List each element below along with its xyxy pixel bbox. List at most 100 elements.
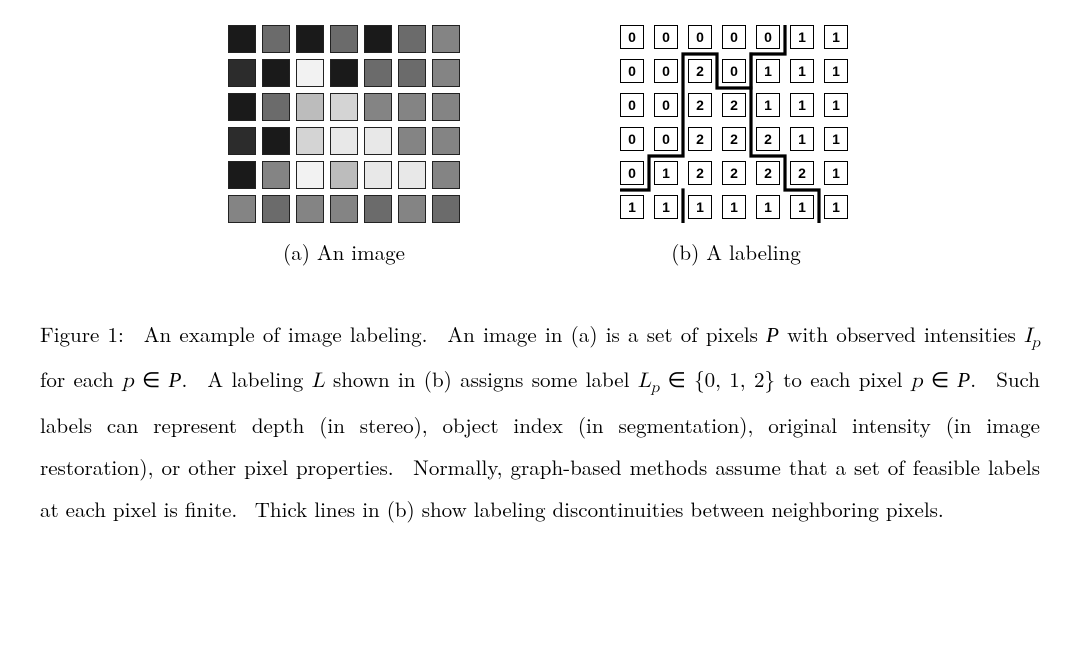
pixel-cell	[330, 127, 358, 155]
label-cell: 0	[654, 127, 678, 151]
panel-a: (a) An image	[228, 25, 460, 267]
label-cell: 1	[756, 195, 780, 219]
pixel-cell	[262, 127, 290, 155]
label-cell: 1	[790, 127, 814, 151]
pixel-cell	[228, 93, 256, 121]
pixel-cell	[432, 161, 460, 189]
pixel-cell	[262, 195, 290, 223]
label-cell: 2	[688, 59, 712, 83]
label-cell: 1	[824, 195, 848, 219]
sym-P: P	[766, 323, 779, 347]
pixel-cell	[296, 127, 324, 155]
label-cell: 0	[654, 59, 678, 83]
label-cell: 0	[620, 25, 644, 49]
pixel-cell	[262, 25, 290, 53]
sym-P2: P	[169, 368, 182, 392]
label-cell: 0	[756, 25, 780, 49]
sym-Lp: Lp	[638, 371, 660, 392]
label-cell: 1	[654, 161, 678, 185]
subcaption-b: (b) A labeling	[671, 237, 801, 267]
pixel-cell	[364, 127, 392, 155]
label-grid: 0000011002011100221110022211012222111111…	[620, 25, 848, 219]
label-cell: 2	[756, 127, 780, 151]
label-cell: 1	[620, 195, 644, 219]
sym-p: p	[122, 371, 134, 392]
label-cell: 1	[790, 93, 814, 117]
pixel-cell	[296, 25, 324, 53]
label-cell: 1	[824, 127, 848, 151]
label-cell: 2	[722, 127, 746, 151]
figure-row: (a) An image 000001100201110022111002221…	[40, 25, 1040, 267]
label-cell: 0	[654, 25, 678, 49]
label-cell: 2	[722, 93, 746, 117]
labeling-wrap: 0000011002011100221110022211012222111111…	[620, 25, 852, 223]
label-cell: 1	[790, 25, 814, 49]
label-cell: 2	[688, 127, 712, 151]
label-cell: 0	[688, 25, 712, 49]
label-cell: 2	[688, 93, 712, 117]
label-cell: 0	[620, 93, 644, 117]
pixel-cell	[296, 195, 324, 223]
label-cell: 1	[824, 25, 848, 49]
pixel-cell	[364, 25, 392, 53]
pixel-cell	[364, 195, 392, 223]
pixel-cell	[398, 161, 426, 189]
label-cell: 2	[756, 161, 780, 185]
label-cell: 2	[688, 161, 712, 185]
pixel-cell	[262, 161, 290, 189]
pixel-cell	[398, 59, 426, 87]
sym-P3: P	[957, 368, 970, 392]
label-cell: 0	[620, 127, 644, 151]
pixel-cell	[398, 195, 426, 223]
pixel-cell	[364, 93, 392, 121]
label-cell: 1	[790, 195, 814, 219]
label-cell: 2	[722, 161, 746, 185]
sym-p2: p	[911, 371, 923, 392]
label-cell: 1	[722, 195, 746, 219]
pixel-cell	[432, 127, 460, 155]
label-cell: 1	[824, 93, 848, 117]
label-cell: 1	[790, 59, 814, 83]
image-grid	[228, 25, 460, 223]
pixel-cell	[330, 195, 358, 223]
pixel-cell	[398, 127, 426, 155]
pixel-cell	[432, 195, 460, 223]
pixel-cell	[228, 161, 256, 189]
label-cell: 1	[756, 59, 780, 83]
pixel-cell	[432, 59, 460, 87]
label-cell: 1	[824, 59, 848, 83]
caption-prefix: Figure 1: An example of image labeling. …	[40, 319, 766, 349]
pixel-cell	[296, 161, 324, 189]
pixel-cell	[296, 59, 324, 87]
figure-caption: Figure 1: An example of image labeling. …	[40, 313, 1040, 530]
label-cell: 1	[688, 195, 712, 219]
sym-L: L	[312, 371, 325, 392]
subcaption-a: (a) An image	[283, 237, 405, 267]
pixel-cell	[364, 161, 392, 189]
panel-b: 0000011002011100221110022211012222111111…	[620, 25, 852, 267]
sym-Ip: Ip	[1024, 326, 1040, 347]
pixel-cell	[296, 93, 324, 121]
pixel-cell	[262, 59, 290, 87]
pixel-cell	[228, 127, 256, 155]
pixel-cell	[398, 25, 426, 53]
pixel-cell	[330, 59, 358, 87]
pixel-cell	[262, 93, 290, 121]
pixel-cell	[364, 59, 392, 87]
pixel-cell	[228, 195, 256, 223]
pixel-cell	[432, 93, 460, 121]
label-cell: 0	[722, 59, 746, 83]
pixel-cell	[228, 59, 256, 87]
pixel-cell	[330, 25, 358, 53]
label-cell: 0	[722, 25, 746, 49]
pixel-cell	[432, 25, 460, 53]
pixel-cell	[330, 93, 358, 121]
label-cell: 0	[654, 93, 678, 117]
label-cell: 2	[790, 161, 814, 185]
label-cell: 0	[620, 161, 644, 185]
label-cell: 1	[824, 161, 848, 185]
label-cell: 0	[620, 59, 644, 83]
page: (a) An image 000001100201110022111002221…	[0, 0, 1080, 570]
pixel-cell	[228, 25, 256, 53]
pixel-cell	[398, 93, 426, 121]
